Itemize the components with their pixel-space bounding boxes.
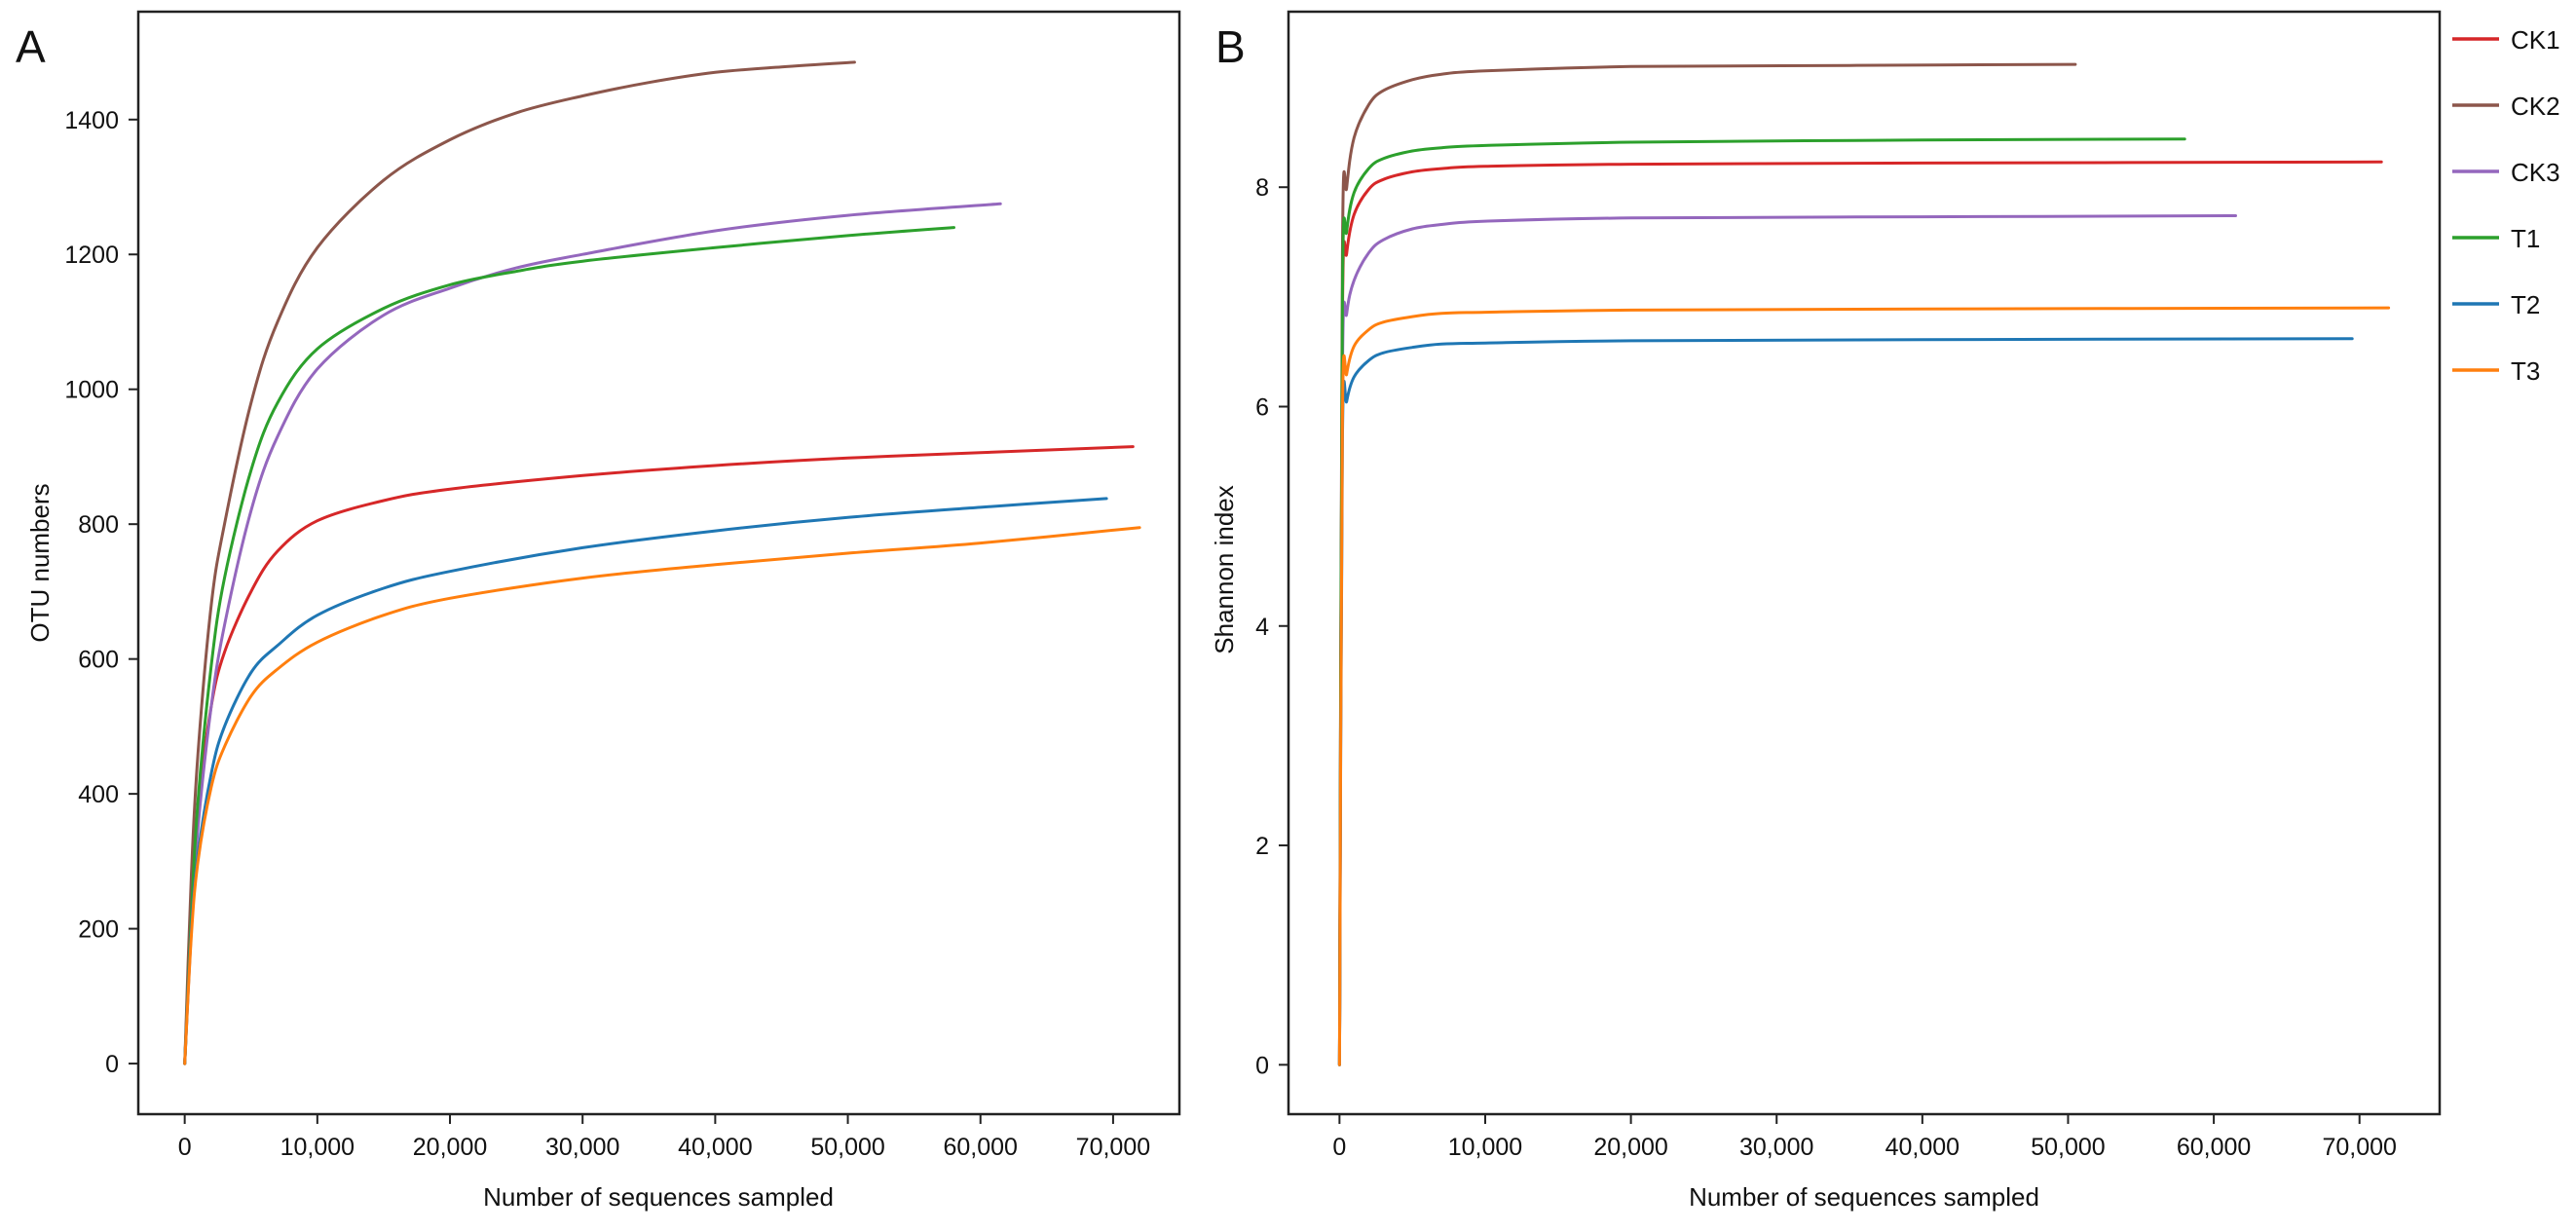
legend-item-t3: T3 bbox=[2452, 356, 2540, 386]
panel-a-series-ck2 bbox=[183, 60, 856, 1065]
panel-b-x-ticks: 0 10,000 20,000 30,000 40,000 50,000 60,000 70,… bbox=[1332, 1114, 2397, 1161]
panel-b-letter: B bbox=[1215, 21, 1246, 72]
panel-a-y-tick-label: 0 bbox=[105, 1051, 119, 1078]
panel-b-y-tick-label: 0 bbox=[1255, 1052, 1269, 1079]
panel-b-series bbox=[1337, 62, 2391, 1066]
panel-a-y-tick-label: 1000 bbox=[64, 377, 119, 404]
panel-a-y-axis-title: OTU numbers bbox=[25, 483, 55, 642]
panel-b-y-tick-label: 8 bbox=[1255, 174, 1269, 202]
panel-b-axes-frame bbox=[1287, 10, 2442, 1116]
panel-b-x-tick-label: 40,000 bbox=[1885, 1134, 1960, 1161]
panel-b-x-tick-label: 60,000 bbox=[2177, 1134, 2251, 1161]
panel-b-x-axis-title: Number of sequences sampled bbox=[1689, 1182, 2039, 1212]
panel-b-x-tick-label: 30,000 bbox=[1739, 1134, 1813, 1161]
legend-item-t2: T2 bbox=[2452, 290, 2540, 319]
panel-a-x-tick-label: 50,000 bbox=[810, 1134, 884, 1161]
panel-a-series-t3 bbox=[183, 526, 1141, 1065]
panel-a-letter: A bbox=[16, 21, 46, 72]
legend-label: T2 bbox=[2511, 290, 2540, 319]
panel-b-y-ticks: 0 2 4 6 8 bbox=[1255, 174, 1288, 1079]
panel-b-series-t3 bbox=[1337, 306, 2391, 1066]
legend-item-t1: T1 bbox=[2452, 224, 2540, 253]
legend-label: CK1 bbox=[2511, 25, 2560, 55]
legend-label: T3 bbox=[2511, 356, 2540, 386]
panel-b-x-tick-label: 70,000 bbox=[2322, 1134, 2396, 1161]
legend-item-ck3: CK3 bbox=[2452, 158, 2560, 187]
panel-b-shannon-rarefaction: B 0 10,000 20,000 30,000 40,000 50,000 60,000 7… bbox=[1210, 10, 2442, 1212]
panel-a-x-axis-title: Number of sequences sampled bbox=[483, 1182, 834, 1212]
panel-b-series-t1 bbox=[1337, 137, 2186, 1066]
legend-label: T1 bbox=[2511, 224, 2540, 253]
panel-b-y-tick-label: 6 bbox=[1255, 393, 1269, 421]
panel-a-y-tick-label: 1200 bbox=[64, 242, 119, 269]
legend-item-ck1: CK1 bbox=[2452, 25, 2560, 55]
panel-a-axes-frame bbox=[136, 10, 1181, 1116]
panel-a-x-tick-label: 0 bbox=[178, 1134, 192, 1161]
panel-a-x-tick-label: 40,000 bbox=[678, 1134, 752, 1161]
panel-b-y-tick-label: 4 bbox=[1255, 614, 1269, 641]
panel-b-y-tick-label: 2 bbox=[1255, 833, 1269, 860]
panel-a-x-tick-label: 10,000 bbox=[280, 1134, 355, 1161]
legend-label: CK3 bbox=[2511, 158, 2560, 187]
panel-a-series-ck3 bbox=[183, 202, 1002, 1065]
panel-b-x-tick-label: 0 bbox=[1332, 1134, 1346, 1161]
legend: CK1 CK2 CK3 T1 T2 T3 bbox=[2452, 25, 2560, 386]
panel-a-x-tick-label: 70,000 bbox=[1076, 1134, 1150, 1161]
panel-a-y-tick-label: 400 bbox=[78, 781, 119, 808]
panel-a-x-tick-label: 60,000 bbox=[943, 1134, 1017, 1161]
panel-a-y-tick-label: 800 bbox=[78, 511, 119, 539]
panel-a-y-tick-label: 600 bbox=[78, 647, 119, 674]
panel-a-y-tick-label: 200 bbox=[78, 916, 119, 944]
legend-item-ck2: CK2 bbox=[2452, 92, 2560, 121]
panel-a-otu-rarefaction: A 0 10,000 20,000 30,000 40,000 50,000 60,000 7… bbox=[16, 10, 1181, 1212]
panel-b-x-tick-label: 20,000 bbox=[1593, 1134, 1667, 1161]
panel-b-y-axis-title: Shannon index bbox=[1210, 485, 1239, 653]
panel-b-x-tick-label: 10,000 bbox=[1448, 1134, 1522, 1161]
legend-label: CK2 bbox=[2511, 92, 2560, 121]
panel-a-series bbox=[183, 60, 1141, 1065]
panel-a-y-ticks: 0 200 400 600 800 1000 1200 1400 bbox=[64, 107, 138, 1078]
panel-a-x-tick-label: 20,000 bbox=[413, 1134, 487, 1161]
panel-a-x-ticks: 0 10,000 20,000 30,000 40,000 50,000 60,000 70,… bbox=[178, 1114, 1150, 1161]
panel-a-series-t1 bbox=[183, 226, 955, 1065]
panel-b-x-tick-label: 50,000 bbox=[2031, 1134, 2105, 1161]
panel-a-x-tick-label: 30,000 bbox=[545, 1134, 619, 1161]
panel-a-y-tick-label: 1400 bbox=[64, 107, 119, 134]
